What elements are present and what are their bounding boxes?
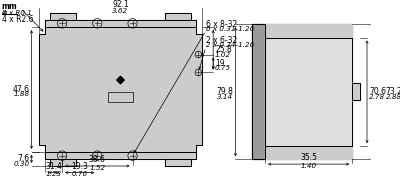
Text: 1.52: 1.52: [89, 165, 105, 171]
Text: mm: mm: [2, 2, 18, 11]
Text: 79.8: 79.8: [217, 87, 234, 96]
Polygon shape: [165, 13, 191, 20]
Text: 3.62: 3.62: [112, 8, 128, 14]
Text: 2.88: 2.88: [386, 94, 400, 100]
Text: 4 x R0.1: 4 x R0.1: [2, 10, 32, 16]
Polygon shape: [252, 24, 265, 159]
Text: 47.6: 47.6: [13, 85, 30, 94]
Text: 0.76: 0.76: [72, 171, 88, 177]
Text: 7.6: 7.6: [18, 154, 30, 163]
Text: 2.78: 2.78: [369, 94, 385, 100]
Polygon shape: [117, 76, 124, 84]
Polygon shape: [265, 24, 352, 38]
Text: 0.75: 0.75: [215, 65, 231, 71]
Text: 31.4: 31.4: [45, 162, 62, 171]
Text: 2 x 0.24-1.26: 2 x 0.24-1.26: [206, 42, 254, 48]
Text: 19: 19: [215, 59, 225, 68]
Text: 92.1: 92.1: [112, 0, 129, 9]
Text: 0.30: 0.30: [14, 161, 30, 167]
Text: 6 x 0.31-1.26: 6 x 0.31-1.26: [206, 26, 254, 32]
Polygon shape: [252, 24, 352, 159]
Polygon shape: [165, 159, 191, 166]
Polygon shape: [50, 159, 76, 166]
Polygon shape: [46, 152, 196, 159]
Text: 3.14: 3.14: [218, 94, 234, 100]
Text: 1.23: 1.23: [46, 171, 62, 177]
Polygon shape: [39, 27, 202, 152]
Text: 19.3: 19.3: [71, 162, 88, 171]
Text: in.: in.: [2, 10, 11, 16]
Polygon shape: [265, 38, 352, 146]
Text: 73.2: 73.2: [386, 87, 400, 96]
Text: 1.40: 1.40: [300, 163, 317, 169]
Text: 38.6: 38.6: [89, 155, 106, 164]
Polygon shape: [352, 83, 360, 100]
Text: 6 x 8-32: 6 x 8-32: [206, 20, 237, 29]
Text: 1.02: 1.02: [215, 52, 231, 58]
Text: 35.5: 35.5: [300, 153, 317, 162]
Polygon shape: [50, 13, 76, 20]
Polygon shape: [46, 20, 196, 27]
Text: 4 x R2.6: 4 x R2.6: [2, 15, 33, 24]
Polygon shape: [265, 146, 352, 159]
Text: 70.6: 70.6: [369, 87, 386, 96]
Bar: [108, 92, 134, 102]
Text: 1.88: 1.88: [14, 91, 30, 97]
Text: 2 x 6-32: 2 x 6-32: [206, 36, 237, 45]
Text: 25.8: 25.8: [215, 45, 232, 54]
